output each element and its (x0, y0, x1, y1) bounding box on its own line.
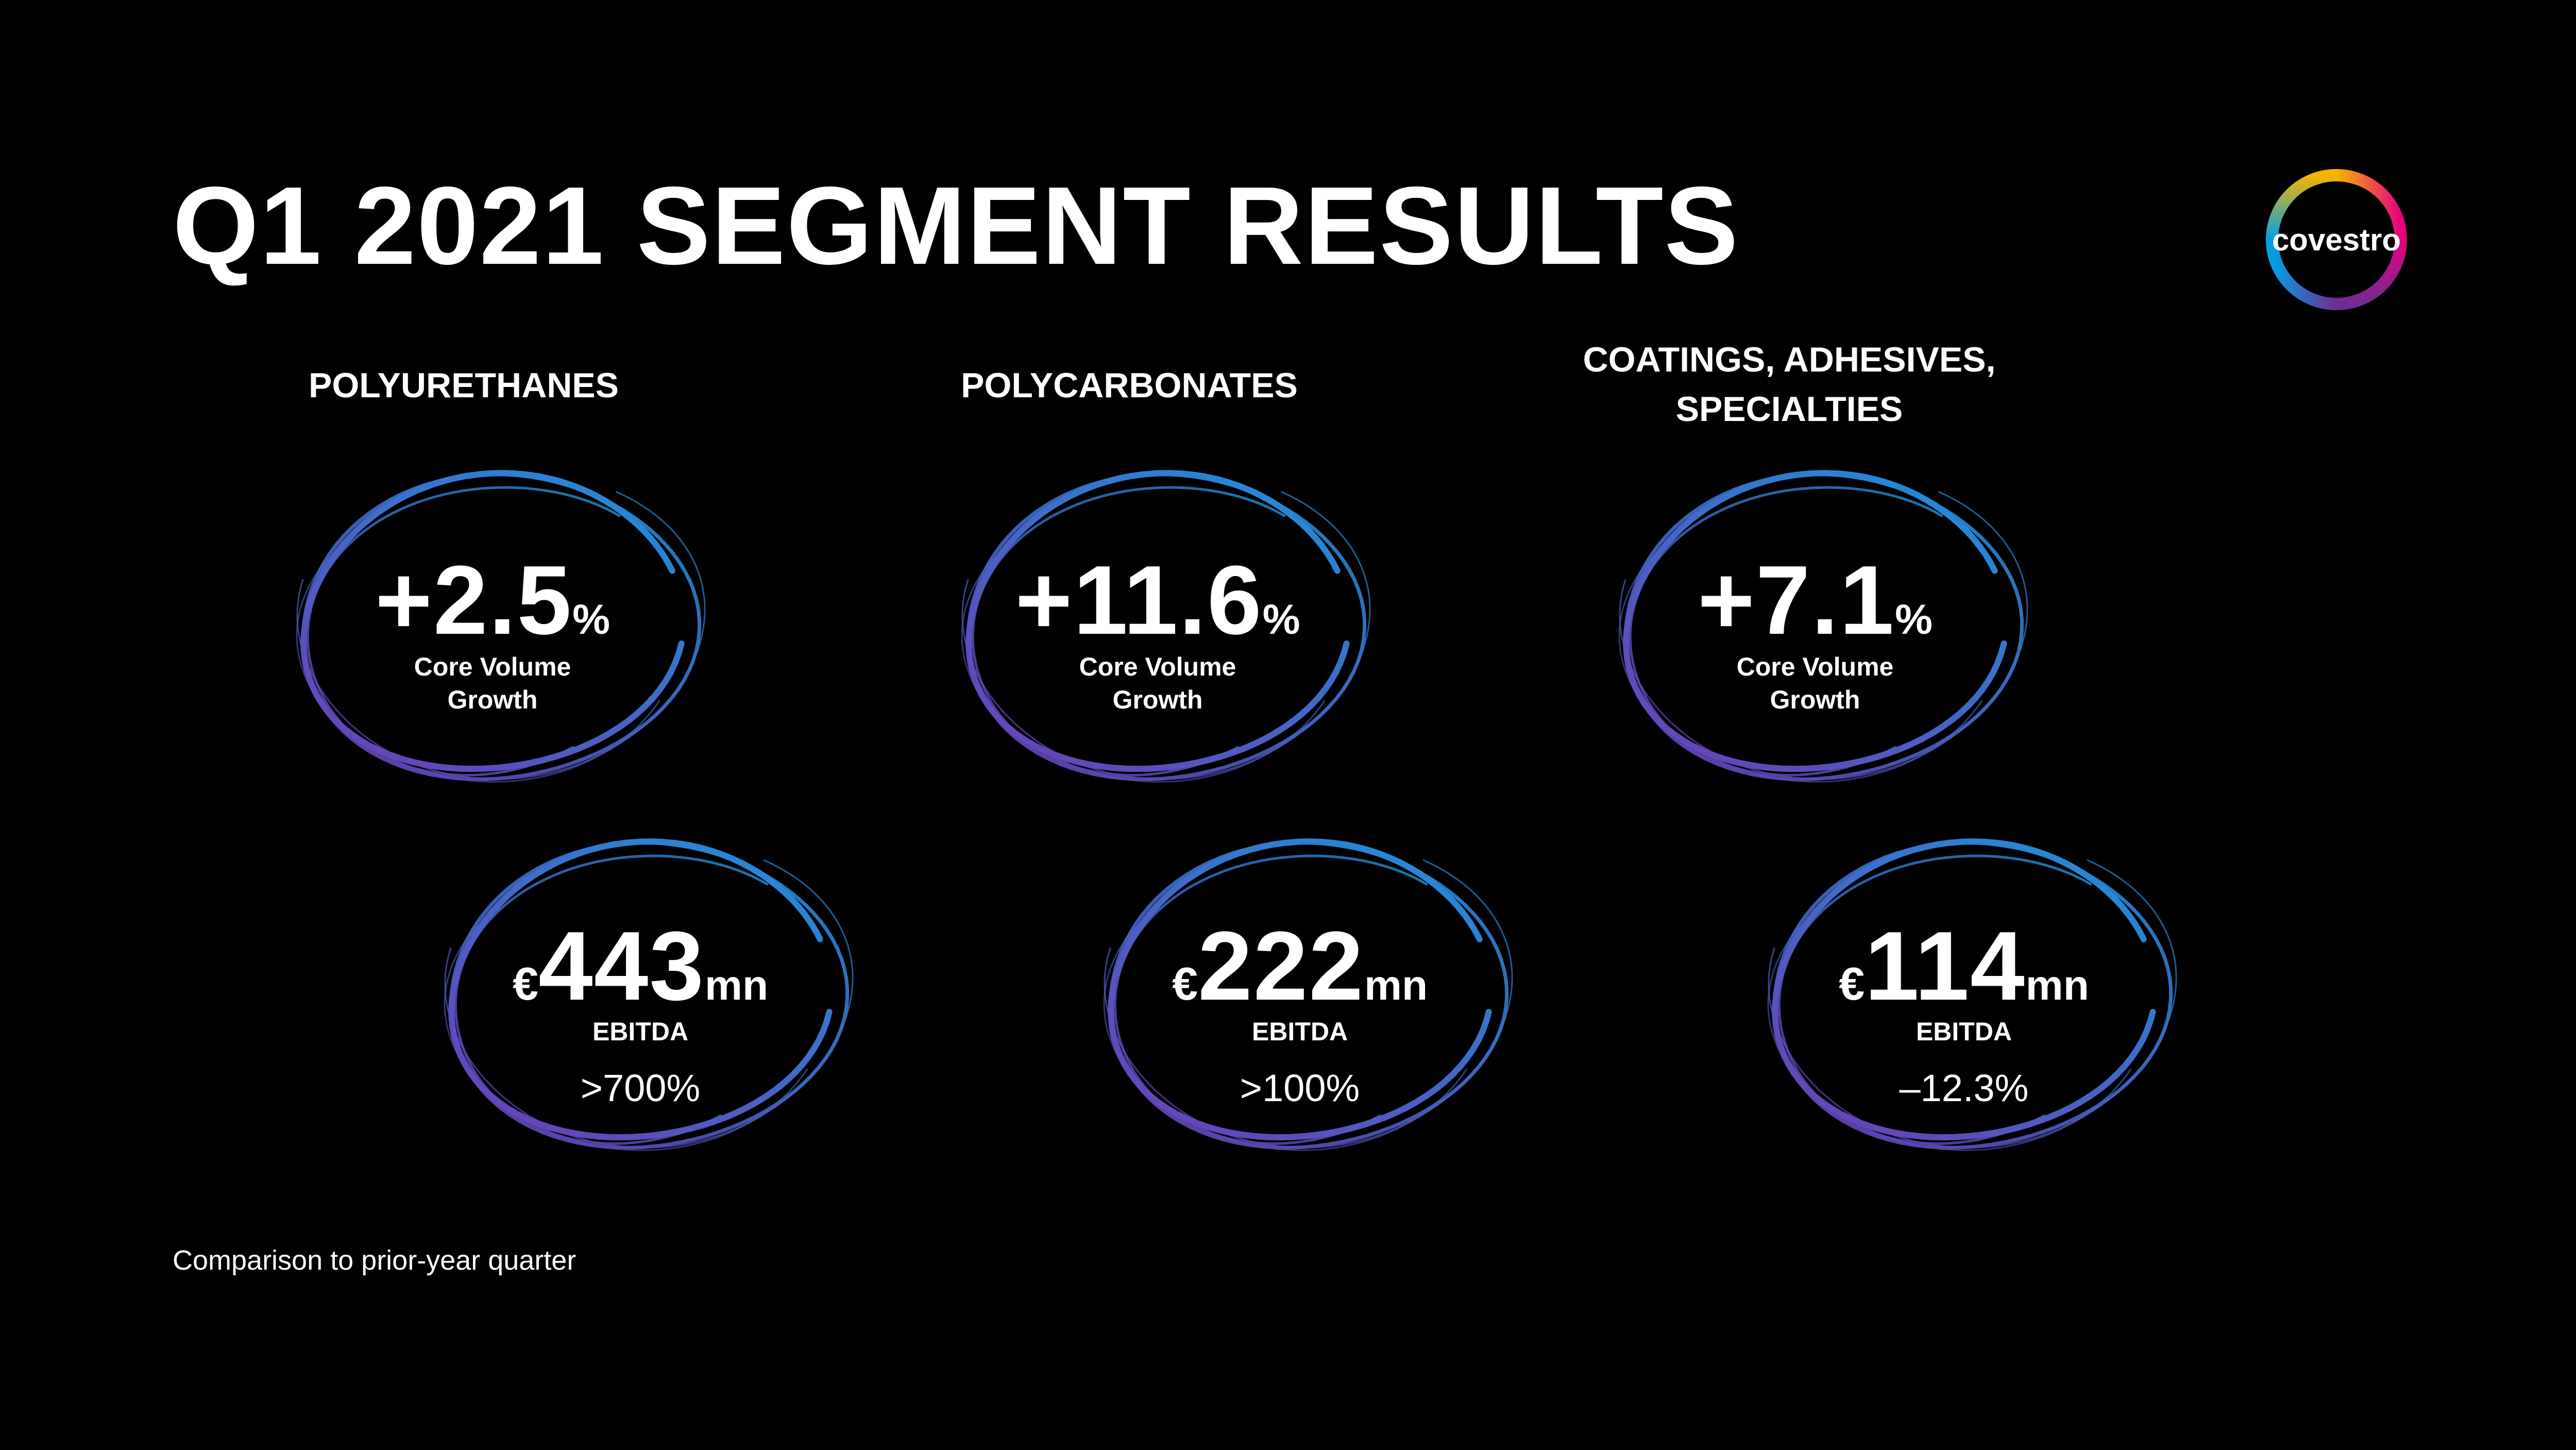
ring-stroke (296, 491, 706, 780)
hand-drawn-ring-icon (961, 470, 1371, 783)
ebitda-number: 222 (1198, 912, 1365, 1021)
hand-drawn-ring-icon (296, 470, 706, 783)
ebitda-unit: mn (2025, 962, 2089, 1009)
segment-heading-line: POLYCARBONATES (961, 366, 1298, 405)
ebitda-change: >700% (580, 1067, 701, 1109)
ebitda-bubble-polyurethanes: €443mn EBITDA >700% (429, 817, 854, 1167)
segment-heading-line: POLYURETHANES (308, 366, 619, 405)
hand-drawn-ring-icon (1767, 838, 2177, 1151)
logo-text: covestro (2272, 222, 2401, 257)
ebitda-currency: € (512, 958, 539, 1010)
volume-label-line: Growth (1112, 685, 1203, 714)
ebitda-bubble-polycarbonates: €222mn EBITDA >100% (1089, 817, 1513, 1167)
volume-value: +7.1% (1604, 551, 2026, 649)
ring-stroke (1619, 491, 2028, 780)
ebitda-unit: mn (705, 962, 769, 1009)
ebitda-currency: € (1172, 958, 1198, 1010)
ebitda-change: –12.3% (1899, 1067, 2029, 1109)
volume-unit: % (1262, 596, 1300, 643)
volume-label-line: Growth (447, 685, 538, 714)
ebitda-unit: mn (1364, 962, 1428, 1009)
ring-stroke (444, 926, 808, 1151)
hand-drawn-ring-icon (444, 838, 854, 1151)
ebitda-value: €443mn (429, 917, 852, 1015)
ring-stroke (454, 854, 769, 1145)
volume-label-line: Core Volume (1736, 652, 1894, 681)
covestro-logo: covestro (2246, 149, 2427, 330)
volume-bubble-polycarbonates: +11.6% Core Volume Growth (946, 448, 1371, 799)
hand-drawn-ring-icon (1103, 838, 1513, 1151)
ring-stroke (444, 859, 854, 1149)
volume-number: +7.1 (1697, 546, 1895, 655)
volume-label-line: Core Volume (1079, 652, 1236, 681)
page-title: Q1 2021 SEGMENT RESULTS (173, 163, 1739, 288)
ebitda-bubble-coatings: €114mn EBITDA –12.3% (1753, 817, 2177, 1167)
ebitda-number: 443 (538, 912, 705, 1021)
ring-stroke (1629, 486, 1943, 777)
ring-stroke (1104, 859, 1513, 1149)
volume-label-line: Growth (1770, 685, 1860, 714)
ebitda-label: EBITDA (1251, 1017, 1348, 1046)
ring-stroke (296, 558, 660, 783)
ebitda-label: EBITDA (592, 1017, 689, 1046)
volume-label: Core Volume Growth (946, 650, 1369, 716)
ring-stroke (961, 491, 1371, 780)
ebitda-label: EBITDA (1916, 1017, 2012, 1046)
segment-heading-line: SPECIALTIES (1675, 390, 1903, 429)
volume-bubble-polyurethanes: +2.5% Core Volume Growth (281, 448, 706, 799)
volume-bubble-coatings: +7.1% Core Volume Growth (1604, 448, 2028, 799)
ebitda-currency: € (1839, 958, 1865, 1010)
volume-value: +2.5% (281, 551, 704, 649)
segment-heading-line: COATINGS, ADHESIVES, (1583, 340, 1996, 379)
covestro-ring-logo-icon (2266, 169, 2407, 310)
ebitda-change: >100% (1240, 1067, 1360, 1109)
volume-label: Core Volume Growth (1604, 650, 2026, 716)
volume-unit: % (1895, 596, 1933, 643)
segment-heading-polyurethanes: POLYURETHANES (206, 361, 721, 410)
hand-drawn-ring-icon (1618, 470, 2028, 783)
ebitda-value: €222mn (1089, 917, 1511, 1015)
ring-stroke (1618, 558, 1982, 783)
volume-label: Core Volume Growth (281, 650, 704, 716)
segment-heading-polycarbonates: POLYCARBONATES (872, 361, 1387, 410)
ring-stroke (971, 486, 1286, 777)
ebitda-number: 114 (1865, 912, 2026, 1021)
volume-number: +11.6 (1015, 546, 1263, 655)
segment-heading-coatings: COATINGS, ADHESIVES, SPECIALTIES (1532, 335, 2047, 434)
ring-stroke (1767, 926, 2131, 1151)
volume-number: +2.5 (375, 546, 573, 655)
volume-label-line: Core Volume (414, 652, 571, 681)
ring-stroke (961, 558, 1325, 783)
ring-stroke (1777, 854, 2092, 1145)
ring-stroke (1113, 854, 1428, 1145)
volume-value: +11.6% (946, 551, 1369, 649)
ring-stroke (306, 486, 621, 777)
volume-unit: % (572, 596, 610, 643)
footnote: Comparison to prior-year quarter (173, 1245, 577, 1276)
ring-stroke (1103, 926, 1467, 1151)
ebitda-value: €114mn (1753, 917, 2175, 1015)
ring-stroke (1768, 859, 2177, 1149)
